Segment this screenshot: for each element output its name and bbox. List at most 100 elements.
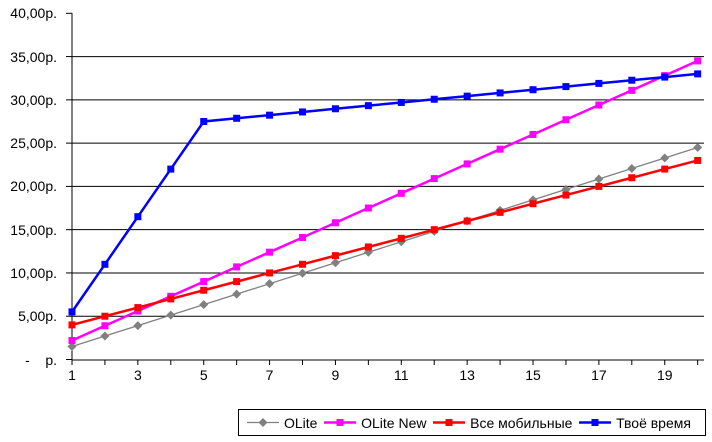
series-olite-new-marker (496, 145, 504, 153)
series---marker (496, 208, 504, 216)
series-olite-new-marker (364, 204, 372, 212)
series-olite-marker (232, 289, 242, 299)
x-axis-label: 11 (394, 367, 409, 383)
series---marker (101, 260, 109, 268)
diamond-marker-icon (258, 418, 268, 427)
square-marker-icon (445, 419, 453, 426)
series---marker (562, 191, 570, 199)
series-olite-marker (133, 321, 143, 331)
x-axis-label: 1 (68, 367, 76, 383)
x-axis-label: 15 (525, 367, 541, 383)
y-axis-label: 40,00р. (10, 5, 57, 22)
series---marker (167, 295, 175, 303)
series-olite-marker (627, 163, 637, 173)
legend-item-olite-new: OLite New (324, 416, 426, 430)
series---marker (200, 286, 208, 294)
legend-label-olite: OLite (284, 414, 318, 431)
series---marker (628, 174, 636, 182)
legend: OLite OLite New Все мобильные Твоё время (238, 409, 706, 436)
series-olite-new-marker (694, 57, 702, 65)
series---marker (233, 278, 241, 286)
series-olite-new-marker (463, 160, 471, 168)
series---marker (661, 73, 669, 81)
series---marker (299, 260, 307, 268)
series---line (71, 159, 698, 327)
legend-key-olite (247, 418, 279, 427)
series-olite-new-marker (266, 248, 274, 256)
series-olite-marker (265, 279, 275, 289)
series---marker (397, 234, 405, 242)
series-olite-marker (330, 258, 340, 268)
series---marker (331, 105, 339, 113)
x-axis-label: 19 (656, 367, 673, 383)
series---marker (595, 182, 603, 190)
series-olite-marker (693, 143, 703, 153)
series-olite-new-marker (397, 189, 405, 197)
series-olite-new-marker (233, 263, 241, 271)
series---marker (134, 213, 142, 221)
y-axis-label: - р. (25, 351, 57, 368)
y-axis-label: 10,00р. (10, 264, 57, 281)
series---marker (266, 111, 274, 119)
y-axis-label: 20,00р. (10, 178, 57, 195)
y-axis-label: 25,00р. (10, 135, 57, 152)
series-olite-new-marker (101, 322, 109, 330)
series-olite-line (71, 146, 698, 348)
square-marker-icon (336, 419, 344, 426)
legend-item-olite: OLite (247, 416, 317, 430)
series-olite-new-marker (529, 130, 537, 138)
series---marker (496, 89, 504, 97)
series---marker (167, 165, 175, 173)
legend-label--: Твоё время (616, 414, 691, 431)
series---marker (694, 156, 702, 164)
x-axis-label: 7 (265, 367, 274, 383)
plot-area (66, 12, 704, 365)
legend-key-- (433, 419, 466, 426)
series---marker (233, 114, 241, 122)
series-olite-marker (100, 331, 110, 341)
legend-item--: Твоё время (579, 416, 691, 430)
series---marker (430, 95, 438, 103)
series-olite-new-marker (331, 219, 339, 227)
series---marker (529, 200, 537, 208)
x-axis-label: 9 (331, 367, 340, 383)
series---marker (68, 321, 76, 329)
series-olite-new-marker (430, 175, 438, 183)
series-olite-new-marker (299, 233, 307, 241)
series-olite-new-marker (200, 278, 208, 286)
series-olite-new-marker (562, 116, 570, 124)
series---marker (562, 83, 570, 91)
series---marker (463, 217, 471, 225)
series---marker (266, 269, 274, 277)
series---line (70, 72, 698, 313)
y-axis-label: 30,00р. (10, 91, 57, 108)
series---marker (200, 117, 208, 125)
series---marker (529, 86, 537, 94)
x-axis-label: 13 (459, 367, 475, 383)
series---marker (430, 226, 438, 234)
series---marker (331, 252, 339, 260)
legend-key-olite-new (324, 419, 357, 426)
series---marker (595, 79, 603, 87)
series-olite-marker (199, 300, 209, 310)
series---marker (397, 98, 405, 106)
series---marker (134, 304, 142, 312)
series---marker (101, 312, 109, 320)
x-axis-label: 17 (591, 367, 607, 383)
series-olite-marker (298, 268, 308, 278)
series-olite-marker (660, 153, 670, 163)
x-axis-label: 5 (199, 367, 208, 383)
y-axis-label: 15,00р. (10, 221, 57, 238)
series---marker (694, 70, 702, 78)
legend-label--: Все мобильные (470, 414, 573, 431)
series-olite-new-marker (595, 101, 603, 109)
series-olite-marker (166, 310, 176, 320)
series---marker (364, 243, 372, 251)
y-axis-label: 35,00р. (10, 48, 57, 65)
series-olite-marker (594, 174, 604, 184)
series---marker (628, 76, 636, 84)
series-olite-new-marker (628, 86, 636, 94)
square-marker-icon (591, 419, 599, 426)
legend-item--: Все мобильные (433, 416, 572, 430)
